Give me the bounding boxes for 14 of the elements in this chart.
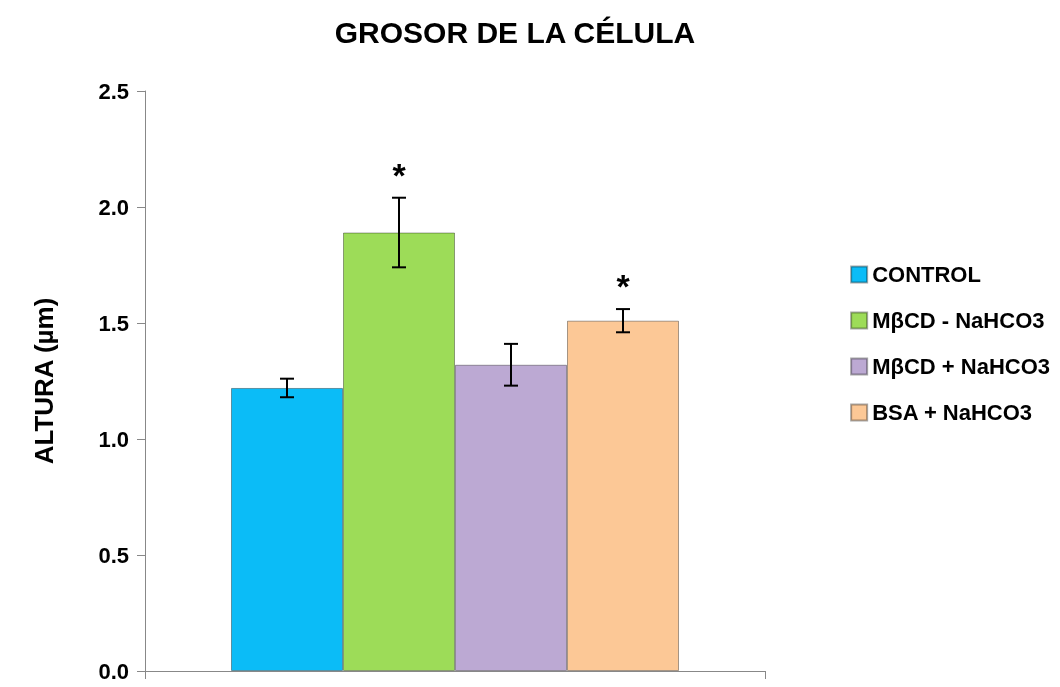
y-tick-label: 1.5 (98, 310, 129, 336)
chart-title: GROSOR DE LA CÉLULA (334, 15, 696, 49)
y-tick-label: 0.0 (98, 658, 129, 684)
y-tick-label: 2.5 (98, 78, 129, 104)
legend-label: CONTROL (872, 262, 981, 287)
y-tick-label: 2.0 (98, 194, 129, 220)
y-tick-label: 0.5 (98, 542, 129, 568)
y-tick-label: 1.0 (98, 426, 129, 452)
data-label: * (616, 267, 631, 306)
legend-label: MβCD - NaHCO3 (872, 308, 1045, 333)
data-label: * (392, 155, 407, 194)
y-axis-title: ALTURA (µm) (29, 297, 59, 465)
legend-label: BSA + NaHCO3 (872, 400, 1033, 425)
legend-label: MβCD + NaHCO3 (872, 354, 1051, 379)
